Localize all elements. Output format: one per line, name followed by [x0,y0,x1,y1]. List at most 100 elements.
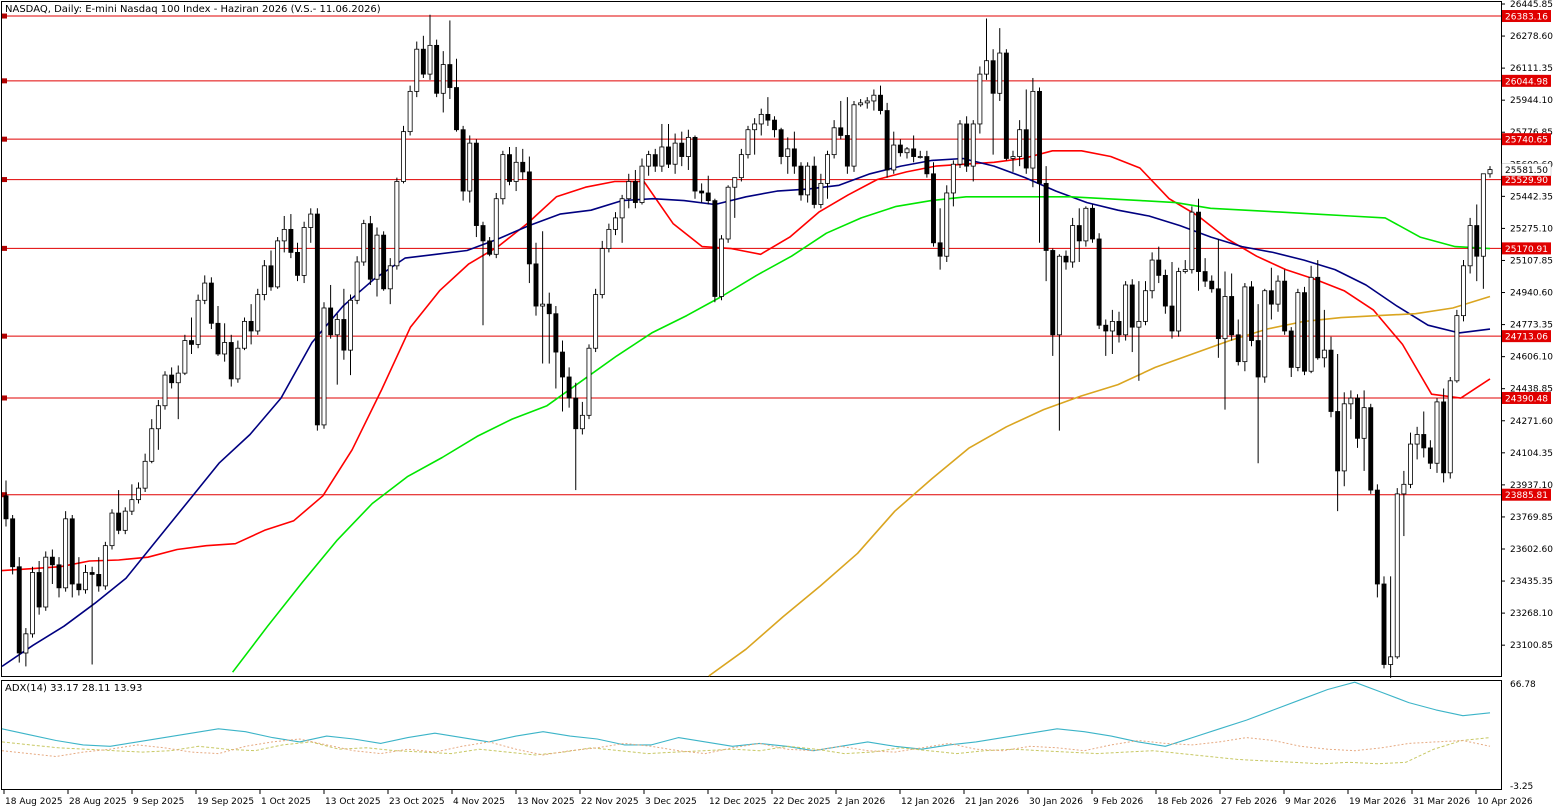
candle-down [314,213,320,426]
candle-up [977,73,983,125]
time-tick-label: 2 Jan 2026 [837,797,885,807]
price-tick-label: 24940.60 [1510,289,1553,299]
candle-up [1295,292,1301,368]
candle-up [970,123,976,167]
candle-down [1288,330,1294,368]
candle-up [348,299,353,351]
candle-up [1467,225,1473,267]
candle-down [420,48,426,75]
candle-down [533,263,539,307]
candle-down [447,64,453,88]
price-tick-label: 25275.10 [1510,224,1553,234]
candle-up [1017,129,1023,157]
candle-up [1149,259,1155,292]
candle-up [427,44,433,75]
candle-down [1355,397,1360,439]
time-tick-label: 30 Jan 2026 [1029,797,1083,807]
candle-up [374,234,380,280]
candle-up [401,131,406,182]
time-tick-label: 9 Mar 2026 [1285,797,1337,807]
price-tick-label: 23268.10 [1510,609,1553,619]
candle-up [202,282,208,301]
price-tick-label: 24104.35 [1510,449,1553,459]
candle-up [1222,296,1228,340]
price-tick-label: 24773.35 [1510,321,1553,331]
price-tick-label: 24606.10 [1510,353,1553,363]
candle-up [308,213,314,228]
candle-up [1275,280,1281,305]
candle-down [341,319,347,351]
candle-up [1487,169,1493,175]
level-label: 24390.48 [1505,394,1548,404]
candle-up [182,340,188,374]
adx-panel-frame [1,680,1502,790]
candle-up [758,113,764,125]
price-tick-label: 24271.60 [1510,417,1553,427]
candle-down [1209,280,1215,290]
candle-up [1434,401,1440,464]
candle-up [858,102,864,106]
candle-down [215,322,221,355]
candle-up [1189,211,1195,271]
candle-down [964,123,970,167]
level-label: 26044.98 [1505,77,1548,87]
candle-up [1136,320,1142,328]
candle-down [911,148,917,157]
candle-up [1480,173,1486,257]
candle-up [261,265,267,295]
level-marker [2,492,7,498]
time-tick-label: 1 Oct 2025 [261,797,311,807]
candle-up [891,144,897,171]
price-tick-label: 25107.85 [1510,256,1553,266]
candle-up [1408,443,1413,485]
price-tick-label: 23769.85 [1510,513,1553,523]
candle-down [1162,274,1168,307]
candle-up [102,545,108,587]
current-price-box [1501,163,1552,176]
candle-down [1235,334,1241,363]
candle-up [1388,656,1394,665]
candle-down [1374,489,1380,585]
candle-up [83,572,88,591]
candle-down [1037,90,1042,184]
candle-up [122,510,128,531]
price-tick-label: 23602.60 [1510,545,1553,555]
candle-down [712,200,718,297]
candle-down [1421,434,1427,449]
time-tick-label: 18 Aug 2025 [5,797,63,807]
time-tick-label: 31 Mar 2026 [1413,797,1470,807]
adx-tick-label: -3.25 [1510,782,1533,792]
candle-up [818,182,824,205]
candle-up [23,633,29,654]
time-tick-label: 22 Nov 2025 [581,797,639,807]
candle-up [639,165,645,203]
time-tick-label: 9 Feb 2026 [1093,797,1144,807]
candle-up [361,223,367,263]
candle-down [1368,407,1374,491]
candle-down [990,60,996,94]
candle-up [904,148,910,154]
candle-up [917,156,923,158]
candle-up [579,414,585,430]
candle-down [1474,225,1480,257]
candle-down [16,566,22,654]
main-panel-frame [1,1,1502,677]
candle-up [394,181,400,267]
candle-up [593,294,599,349]
candle-down [878,94,883,111]
candle-up [1394,493,1400,658]
time-tick-label: 3 Dec 2025 [645,797,697,807]
candle-up [1070,225,1076,263]
candle-up [30,572,35,635]
time-tick-label: 22 Dec 2025 [773,797,831,807]
candle-down [473,142,479,226]
level-label-box [1502,133,1551,146]
level-label: 24713.06 [1505,333,1548,343]
candle-down [116,512,122,531]
candle-up [43,556,49,608]
candle-up [162,374,168,407]
candle-down [487,240,493,255]
candle-down [434,44,440,94]
current-price-label: 25581.50 [1505,166,1548,176]
